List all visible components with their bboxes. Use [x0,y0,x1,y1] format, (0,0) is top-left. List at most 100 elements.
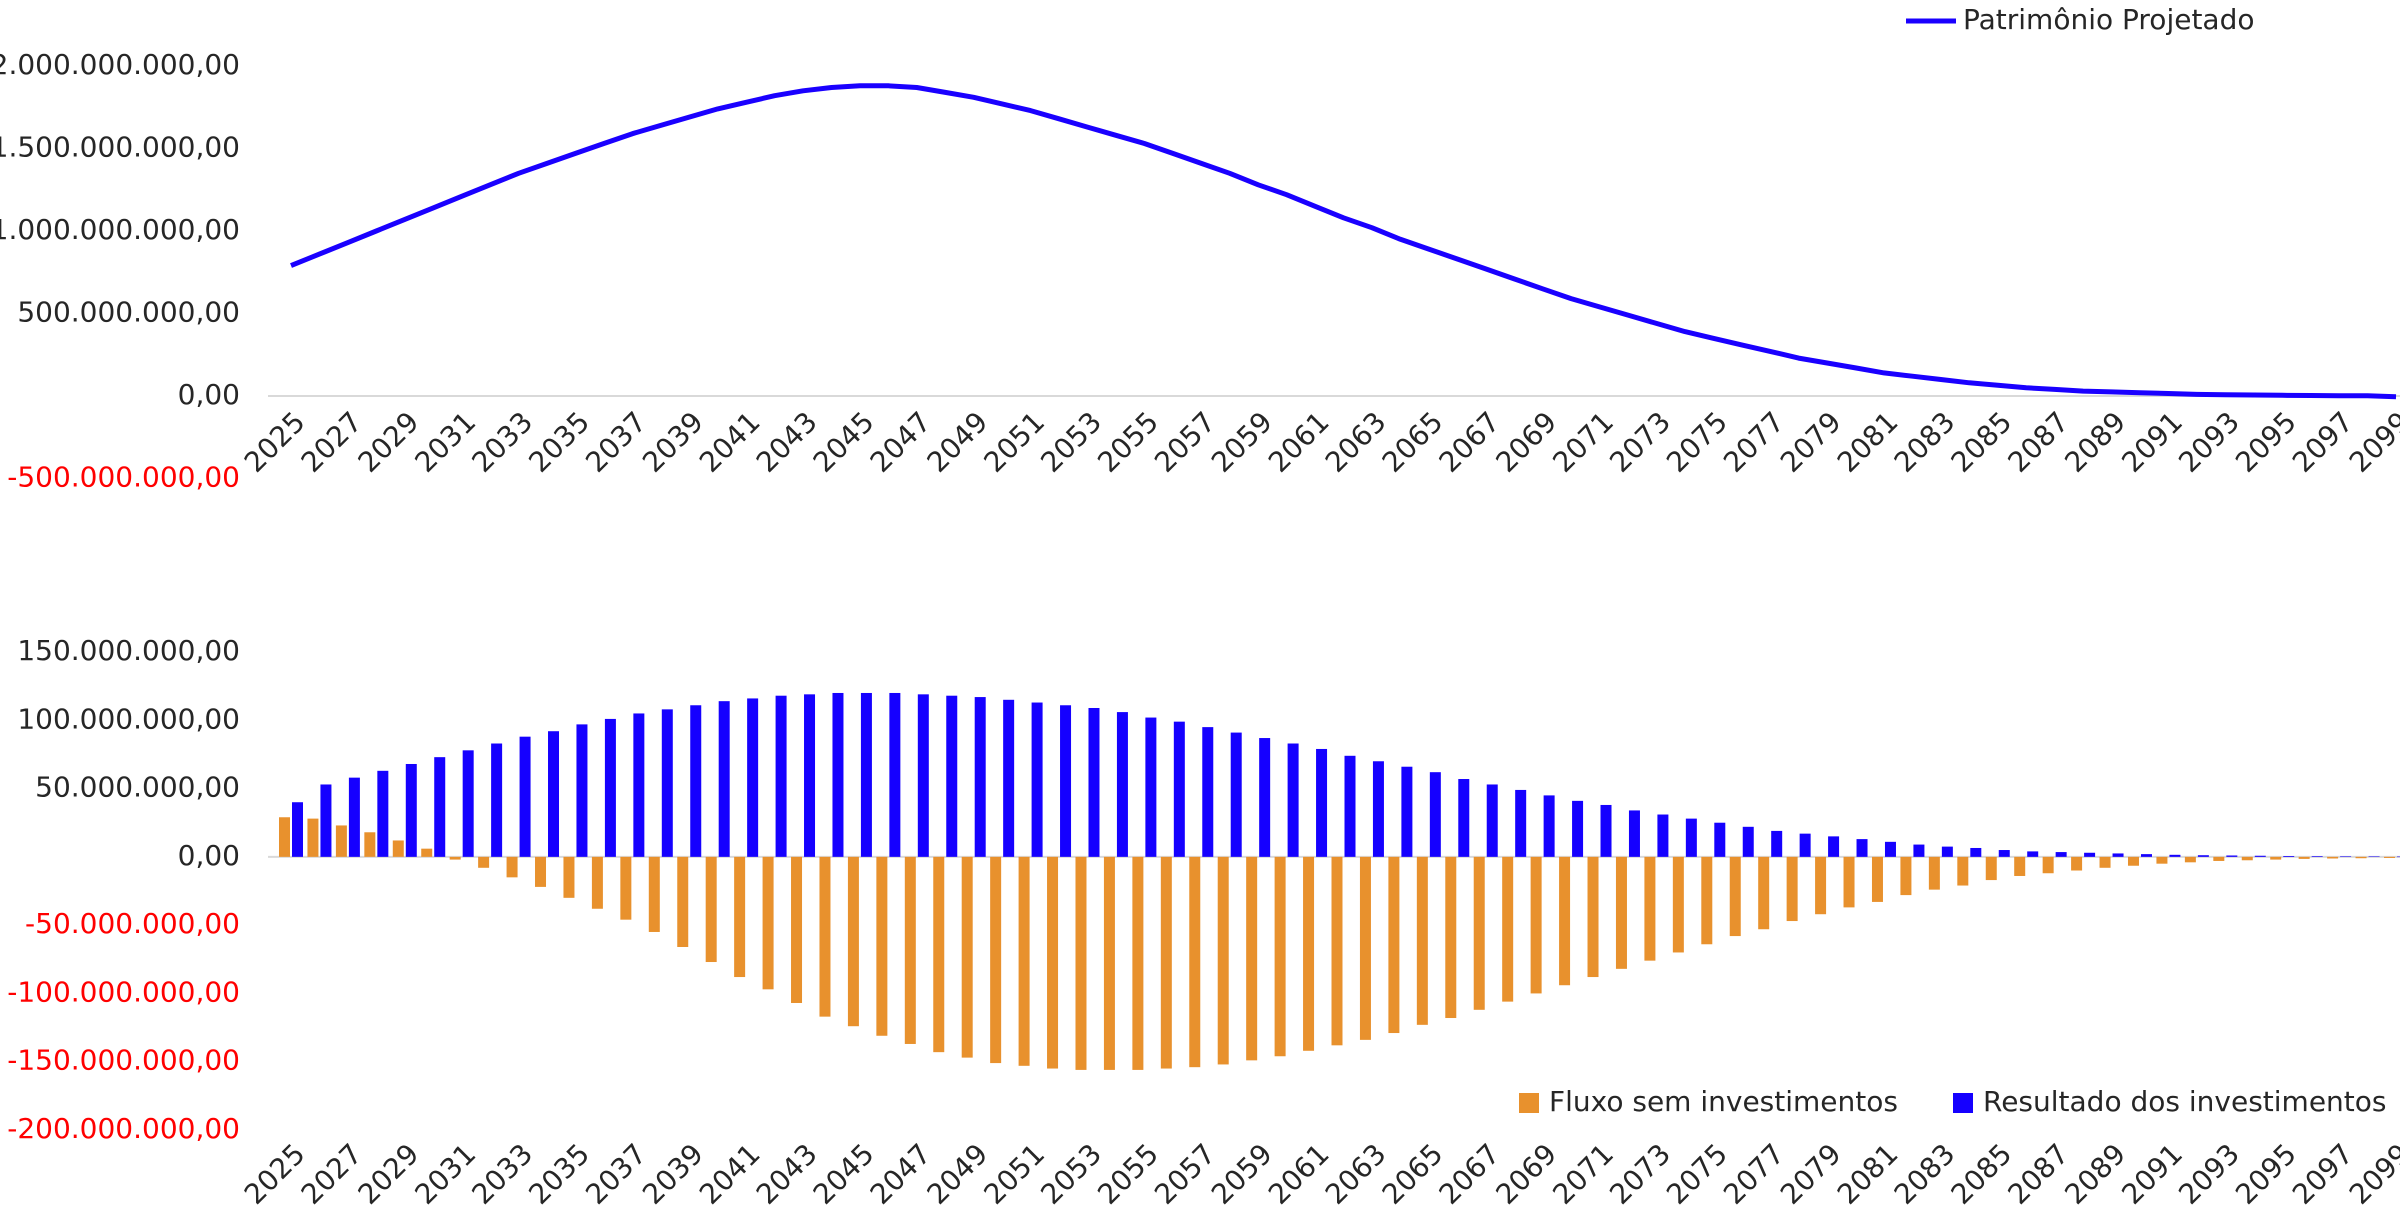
bar [2042,856,2054,874]
x-tick-label: 2045 [807,1137,881,1211]
x-tick-label: 2051 [977,1137,1051,1211]
legend-label: Resultado dos investimentos [1983,1085,2386,1118]
bar [1372,761,1384,857]
x-tick-label: 2083 [1888,1137,1962,1211]
bar [1473,856,1485,1010]
bar [1957,856,1969,886]
bar [847,856,859,1027]
bar [1088,707,1100,857]
bar [1786,856,1798,922]
bar [1572,800,1584,857]
x-tick-label: 2061 [1262,405,1336,479]
bar [1246,856,1258,1061]
legend-swatch [1953,1093,1973,1113]
bar [1103,856,1115,1070]
bar [1815,856,1827,915]
x-tick-label: 2049 [921,1137,995,1211]
y-tick-label: 50.000.000,00 [35,771,240,804]
x-tick-label: 2037 [579,1137,653,1211]
x-tick-label: 2029 [352,1137,426,1211]
bar [1913,844,1925,857]
x-tick-label: 2069 [1490,405,1564,479]
x-tick-label: 2077 [1717,405,1791,479]
x-tick-label: 2025 [238,405,312,479]
y-tick-label: 0,00 [178,378,240,411]
bar [2197,855,2209,857]
bar [576,724,588,857]
bar [946,695,958,857]
bar [762,856,774,990]
bar [1672,856,1684,953]
bar [904,856,916,1044]
bar [1145,717,1157,857]
bar [2169,854,2181,857]
x-tick-label: 2075 [1660,405,1734,479]
x-tick-label: 2079 [1774,405,1848,479]
bar [320,784,332,857]
bar [2241,856,2253,861]
x-tick-label: 2025 [238,1137,312,1211]
bar [1331,856,1343,1046]
x-tick-label: 2047 [864,1137,938,1211]
bar [990,856,1002,1064]
x-tick-label: 2043 [750,405,824,479]
bar [491,743,503,857]
bar [2270,856,2282,860]
x-tick-label: 2093 [2172,1137,2246,1211]
bar [690,705,702,857]
x-tick-label: 2097 [2286,405,2360,479]
y-tick-label: -100.000.000,00 [7,975,240,1008]
bar [434,757,446,857]
x-tick-label: 2053 [1034,1137,1108,1211]
bar [591,856,603,909]
bar [1075,856,1087,1070]
bar [2156,856,2168,864]
bar [1173,721,1185,857]
bar [1003,699,1015,857]
bar [2084,852,2096,857]
x-tick-label: 2027 [295,405,369,479]
bar [2226,855,2238,857]
x-tick-label: 2069 [1490,1137,1564,1211]
bar [1416,856,1428,1025]
x-tick-label: 2099 [2343,1137,2400,1211]
bar [364,832,376,857]
bar [2140,854,2152,857]
bar [648,856,660,932]
x-tick-label: 2057 [1148,1137,1222,1211]
x-tick-label: 2093 [2172,405,2246,479]
y-tick-label: 100.000.000,00 [17,702,240,735]
x-tick-label: 2043 [750,1137,824,1211]
bar [775,695,787,857]
bar [1856,839,1868,857]
x-tick-label: 2041 [693,1137,767,1211]
bar [1843,856,1855,908]
legend-label: Fluxo sem investimentos [1549,1085,1898,1118]
bar [604,718,616,857]
x-tick-label: 2087 [2002,1137,2076,1211]
bar [2014,856,2026,876]
x-tick-label: 2075 [1660,1137,1734,1211]
x-tick-label: 2067 [1433,405,1507,479]
bar [548,731,560,857]
x-tick-label: 2095 [2229,1137,2303,1211]
bar [377,770,389,857]
bar [279,817,290,857]
bar [2355,856,2367,859]
bar [1900,856,1912,896]
bar [2112,853,2124,857]
y-tick-label: 0,00 [178,839,240,872]
x-tick-label: 2099 [2343,405,2400,479]
bar [661,709,673,857]
bar [1998,850,2010,857]
bar [421,848,433,857]
x-tick-label: 2035 [522,1137,596,1211]
bar [2298,856,2310,859]
bar [1303,856,1315,1051]
x-tick-label: 2027 [295,1137,369,1211]
bar [1202,727,1214,857]
bar [1615,856,1627,969]
bar [1132,856,1144,1070]
bar [1701,856,1713,945]
bar [804,694,816,857]
